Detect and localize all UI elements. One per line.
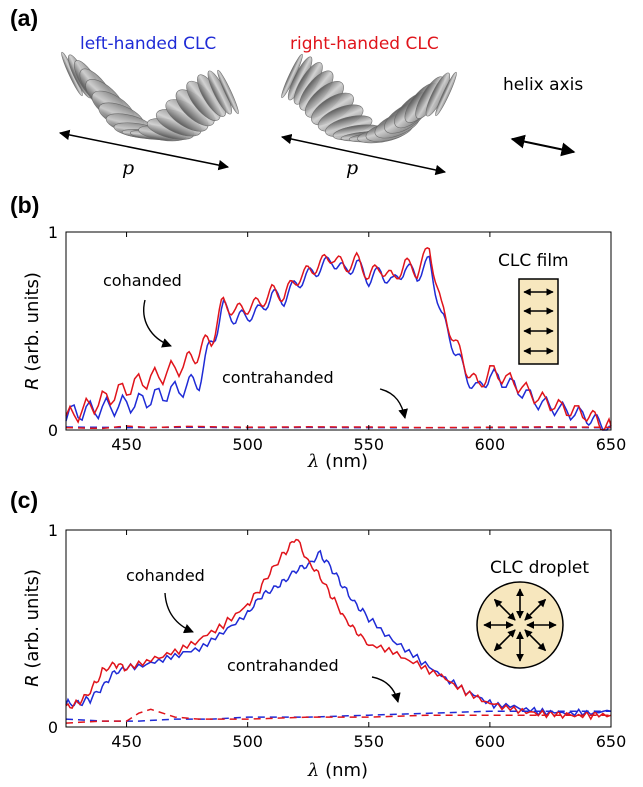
x-tick-label: 600 <box>475 435 506 454</box>
pitch-arrow-right <box>280 133 447 176</box>
pitch-label-right: p <box>346 157 358 179</box>
droplet-radial-arrow <box>493 598 516 621</box>
annotation-arrow-cohanded-b <box>143 299 172 348</box>
panel-label-a: (a) <box>10 5 38 31</box>
inset-label-droplet: CLC droplet <box>490 558 589 578</box>
right-handed-title: right-handed CLC <box>290 34 439 54</box>
droplet-radial-arrow <box>493 629 516 652</box>
droplet-inset-icon <box>476 581 564 669</box>
plot-frame-b <box>65 231 612 431</box>
y-tick-label: 0 <box>48 421 58 440</box>
helix-disc <box>217 69 239 115</box>
y-axis-label-b: R (arb. units) <box>22 272 43 390</box>
x-tick-label: 550 <box>354 732 385 751</box>
series-red-dashed-line <box>65 425 612 430</box>
x-tick-label: 500 <box>232 435 263 454</box>
x-axis-label-c: λ (nm) <box>307 760 368 781</box>
annotation-arrow-cohanded-c <box>164 592 194 634</box>
series-red-dashed-line <box>65 708 611 724</box>
chart-panel-b: (b) 450 500 550 600 650 0 1 λ (nm) R (arb. uni… <box>10 192 626 472</box>
annotation-contrahanded-c: contrahanded <box>227 656 339 675</box>
pitch-label-left: p <box>122 157 134 179</box>
series-layer-b <box>65 246 612 431</box>
helix-disc <box>435 71 457 117</box>
right-handed-helix-illustration <box>281 53 457 144</box>
series-red-solid-line <box>65 538 612 721</box>
series-red-solid-line <box>65 246 612 431</box>
tick-layer-b: 450 500 550 600 650 0 1 <box>48 223 626 454</box>
y-tick-label: 0 <box>48 718 58 737</box>
y-tick-label: 1 <box>48 521 58 540</box>
annotation-arrow-contrahanded-b <box>379 388 408 419</box>
x-tick-label: 500 <box>232 732 263 751</box>
droplet-radial-arrow <box>524 598 547 621</box>
plot-frame-c <box>65 529 612 728</box>
x-tick-label: 450 <box>111 732 142 751</box>
x-axis-label-b: λ (nm) <box>307 451 368 472</box>
chart-panel-c: (c) 450 500 550 600 650 0 1 λ (nm) R (arb. uni… <box>10 487 626 781</box>
y-tick-label: 1 <box>48 223 58 242</box>
x-tick-label: 550 <box>354 435 385 454</box>
film-inset-icon <box>518 278 559 365</box>
droplet-radial-arrow <box>524 629 547 652</box>
helix-axis-arrow <box>510 134 576 157</box>
helix-axis-label: helix axis <box>503 75 583 95</box>
x-tick-label: 650 <box>596 732 627 751</box>
inset-label-film: CLC film <box>498 251 569 271</box>
pitch-arrow-left <box>58 129 230 171</box>
annotation-contrahanded-b: contrahanded <box>222 368 334 387</box>
panel-label-b: (b) <box>10 192 39 218</box>
panel-label-c: (c) <box>10 487 38 513</box>
series-blue-dashed-line <box>65 710 611 722</box>
series-layer-c <box>65 538 612 724</box>
left-handed-title: left-handed CLC <box>80 34 216 54</box>
x-tick-label: 600 <box>475 732 506 751</box>
annotation-cohanded-b: cohanded <box>103 271 182 290</box>
x-tick-label: 450 <box>111 435 142 454</box>
y-axis-label-c: R (arb. units) <box>22 569 43 687</box>
annotation-cohanded-c: cohanded <box>126 566 205 585</box>
x-tick-label: 650 <box>596 435 627 454</box>
annotation-arrow-contrahanded-c <box>371 676 401 703</box>
series-blue-dashed-line <box>65 426 611 429</box>
tick-layer-c: 450 500 550 600 650 0 1 <box>48 521 626 751</box>
left-handed-helix-illustration <box>61 51 239 142</box>
